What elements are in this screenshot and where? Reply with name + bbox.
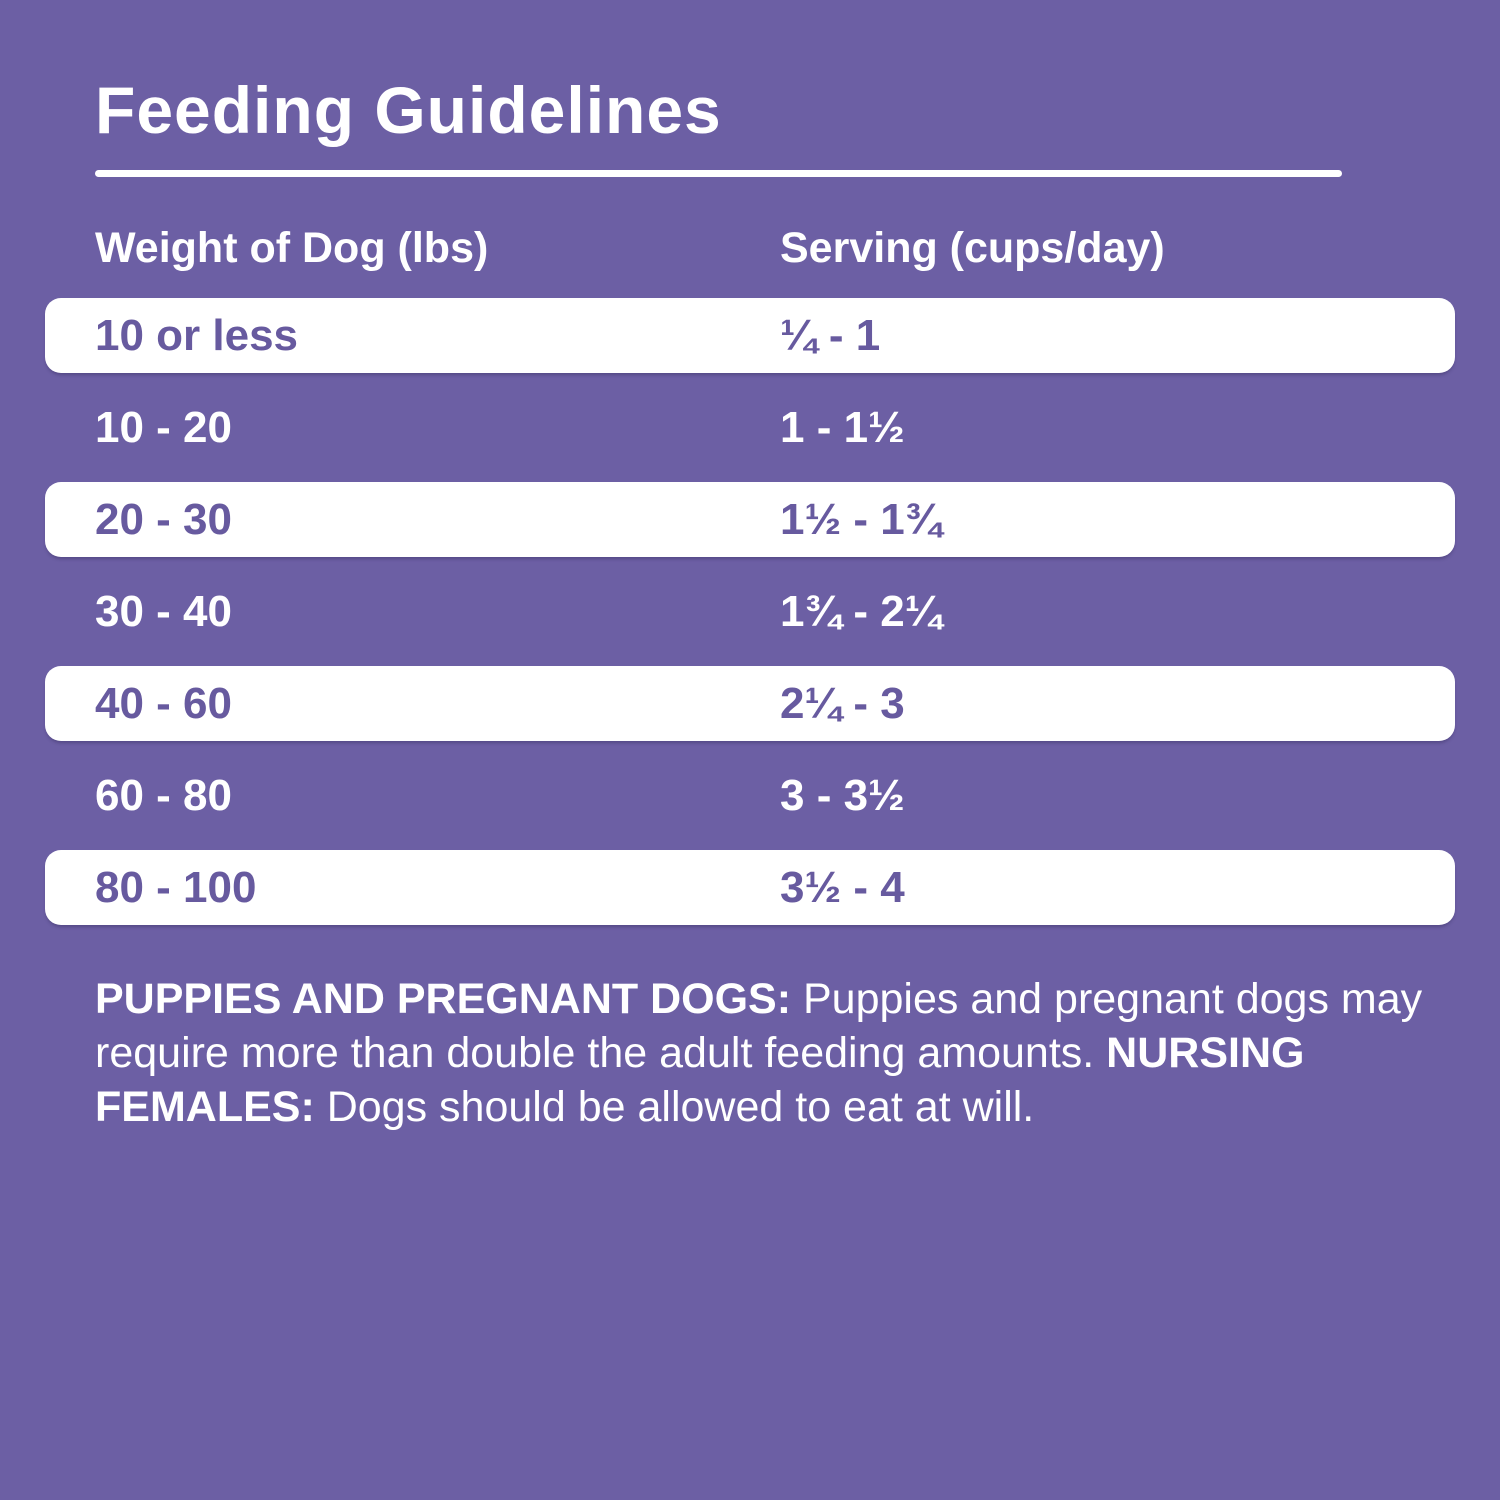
- feeding-footnote: PUPPIES AND PREGNANT DOGS: Puppies and p…: [95, 972, 1425, 1134]
- serving-cell: 1½ - 1¾: [780, 494, 942, 544]
- table-row: 10 - 20 1 - 1½: [0, 390, 1500, 465]
- table-row: 40 - 60 2¼ - 3: [45, 666, 1455, 741]
- serving-cell: 1¾ - 2¼: [780, 586, 942, 636]
- weight-cell: 80 - 100: [95, 862, 257, 912]
- column-header-serving: Serving (cups/day): [780, 224, 1165, 272]
- page-title: Feeding Guidelines: [95, 73, 722, 147]
- title-underline: [95, 170, 1342, 177]
- serving-cell: 3 - 3½: [780, 770, 905, 820]
- serving-cell: 1 - 1½: [780, 402, 905, 452]
- weight-cell: 60 - 80: [95, 770, 232, 820]
- footnote-text-segment: Puppies and pregnant dogs may require mo…: [95, 975, 1423, 1077]
- table-row: 80 - 100 3½ - 4: [45, 850, 1455, 925]
- feeding-table: 10 or less ¼ - 1 10 - 20 1 - 1½ 20 - 30 1½ - …: [0, 298, 1500, 942]
- weight-cell: 40 - 60: [95, 678, 232, 728]
- table-row: 10 or less ¼ - 1: [45, 298, 1455, 373]
- column-header-weight: Weight of Dog (lbs): [95, 224, 489, 272]
- table-row: 60 - 80 3 - 3½: [0, 758, 1500, 833]
- footnote-heading-segment: NURSING FEMALES:: [95, 1029, 1305, 1131]
- table-row: 30 - 40 1¾ - 2¼: [0, 574, 1500, 649]
- serving-cell: 3½ - 4: [780, 862, 905, 912]
- footnote-text-segment: Dogs should be allowed to eat at will.: [326, 1083, 1035, 1131]
- serving-cell: ¼ - 1: [780, 310, 881, 360]
- footnote-heading-segment: PUPPIES AND PREGNANT DOGS:: [95, 975, 803, 1023]
- table-header-row: Weight of Dog (lbs) Serving (cups/day): [95, 224, 1455, 273]
- weight-cell: 10 - 20: [95, 402, 232, 452]
- table-row: 20 - 30 1½ - 1¾: [45, 482, 1455, 557]
- weight-cell: 20 - 30: [95, 494, 232, 544]
- serving-cell: 2¼ - 3: [780, 678, 905, 728]
- weight-cell: 10 or less: [95, 310, 299, 360]
- weight-cell: 30 - 40: [95, 586, 232, 636]
